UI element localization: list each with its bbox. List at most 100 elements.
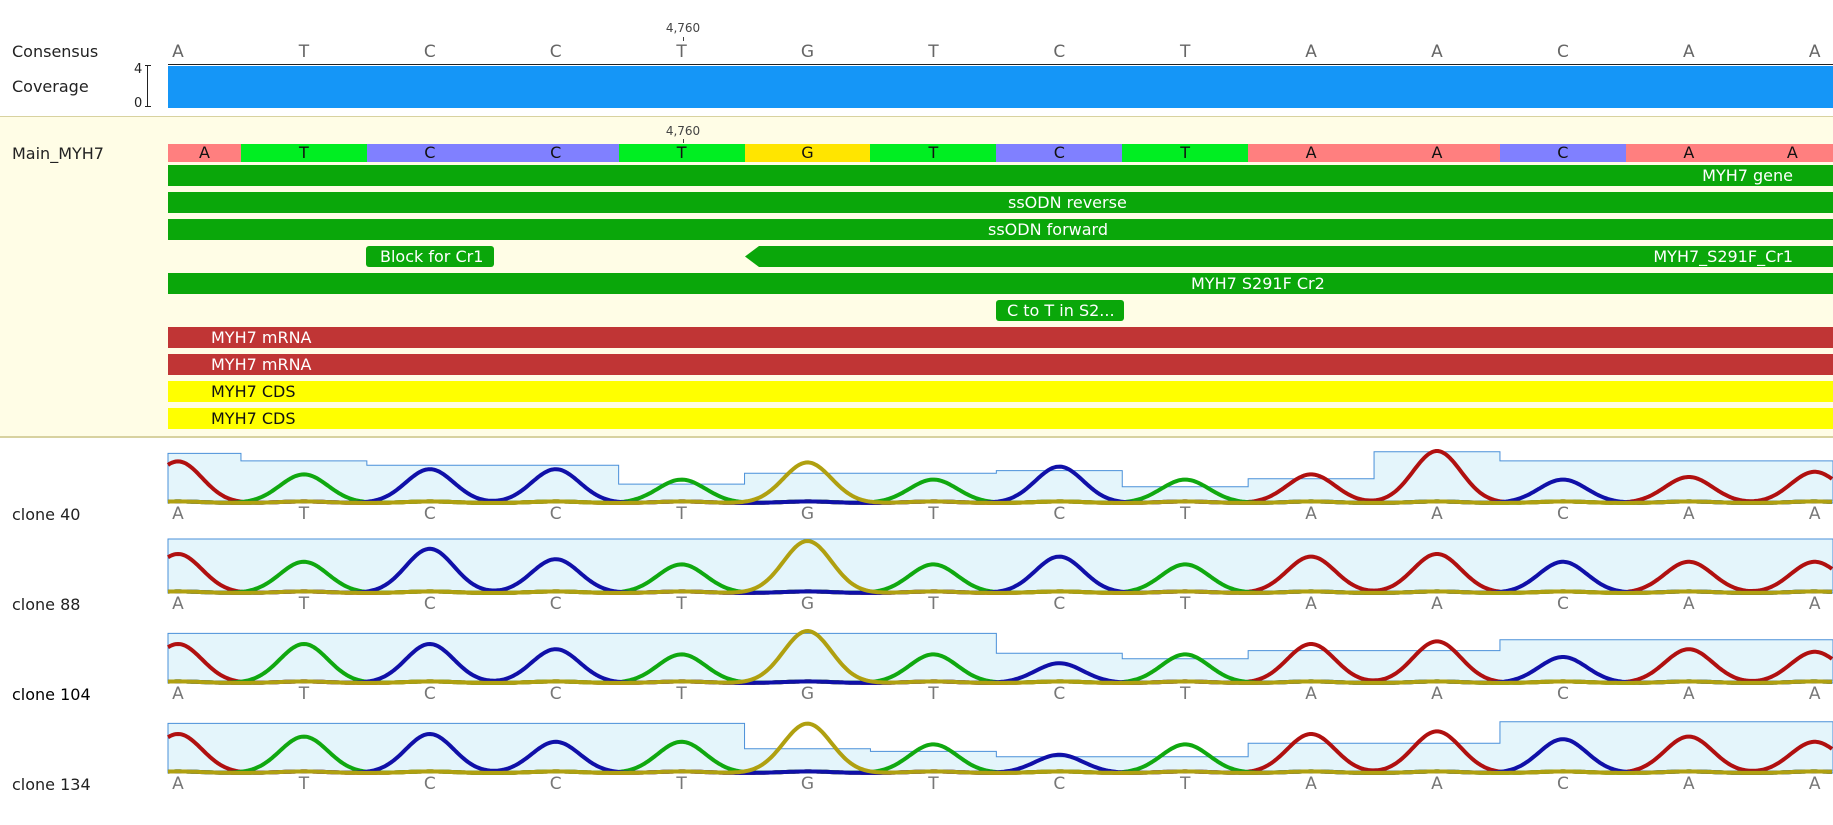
consensus-base: A (1682, 42, 1695, 62)
coverage-graph[interactable] (168, 66, 1833, 108)
trace-base-call: C (1053, 594, 1066, 614)
sequence-ruler-tick (683, 139, 684, 143)
trace-base-call: C (423, 594, 436, 614)
annotation-myh7-mrna-1[interactable]: MYH7 mRNA (168, 327, 1833, 348)
trace-base-call: A (1682, 684, 1695, 704)
coverage-min-label: 0 (134, 96, 143, 111)
sequence-base[interactable]: C (996, 144, 1123, 162)
quality-profile (167, 538, 1833, 594)
trace-base-call: A (1808, 504, 1821, 524)
trace-base-call: T (298, 774, 310, 794)
trace-base-call: T (928, 774, 939, 794)
trace-base-call: T (928, 594, 939, 614)
annotation-myh7-gene[interactable]: MYH7 gene (168, 165, 1833, 186)
trace-channel-g (167, 539, 1833, 595)
trace-base-call: G (800, 684, 815, 704)
trace-base-call: A (1305, 774, 1317, 794)
sequence-base[interactable]: T (870, 144, 997, 162)
trace-base-call: T (676, 684, 687, 704)
trace-base-call: A (1808, 774, 1821, 794)
annotation-label: MYH7 mRNA (211, 328, 312, 347)
annotation-myh7-mrna-2[interactable]: MYH7 mRNA (168, 354, 1833, 375)
trace-base-call: G (800, 504, 815, 524)
coverage-scale-top-tick (145, 65, 151, 66)
trace-base-call: T (298, 504, 310, 524)
consensus-ruler-number: 4,760 (665, 21, 701, 35)
consensus-base: A (172, 42, 184, 62)
annotation-label: MYH7 CDS (211, 409, 296, 428)
trace-label-clone-40: clone 40 (12, 505, 81, 524)
consensus-base: A (1305, 42, 1317, 62)
annotation-label: ssODN reverse (1008, 193, 1127, 212)
consensus-base: C (423, 42, 436, 62)
coverage-scale-bar (147, 65, 148, 107)
sequence-base[interactable]: T (1122, 144, 1249, 162)
quality-profile (167, 721, 1833, 774)
annotation-myh7-s291f-cr2[interactable]: MYH7 S291F Cr2 (168, 273, 1833, 294)
trace-base-call: A (1305, 684, 1317, 704)
trace-base-call: C (549, 684, 562, 704)
annotation-label: ssODN forward (988, 220, 1108, 239)
trace-base-call: G (800, 594, 815, 614)
trace-base-call: C (423, 684, 436, 704)
annotation-c-to-t[interactable]: C to T in S2... (996, 300, 1124, 321)
annotation-label: MYH7 mRNA (211, 355, 312, 374)
trace-base-call: T (928, 504, 939, 524)
trace-channel-g (167, 629, 1833, 685)
consensus-label: Consensus (12, 42, 99, 61)
sequence-base[interactable]: A (168, 144, 241, 162)
sequence-base[interactable]: C (366, 144, 493, 162)
annotation-myh7-cds-1[interactable]: MYH7 CDS (168, 381, 1833, 402)
trace-label-clone-104: clone 104 (12, 685, 91, 704)
trace-label-clone-134: clone 134 (12, 775, 91, 794)
trace-base-call: A (1305, 504, 1317, 524)
consensus-base: C (1053, 42, 1066, 62)
consensus-base: T (928, 42, 939, 62)
consensus-underline (168, 64, 1833, 65)
annotation-ssodn-reverse[interactable]: ssODN reverse (168, 192, 1833, 213)
trace-base-call: T (298, 684, 310, 704)
trace-base-call: A (1305, 594, 1317, 614)
sequence-base[interactable]: T (240, 144, 367, 162)
consensus-base: A (1431, 42, 1443, 62)
consensus-base: T (676, 42, 687, 62)
trace-base-call: A (1682, 594, 1695, 614)
annotation-ssodn-forward[interactable]: ssODN forward (168, 219, 1833, 240)
consensus-base: C (549, 42, 562, 62)
sequence-name-label: Main_MYH7 (12, 144, 104, 163)
trace-base-call: A (1682, 774, 1695, 794)
quality-profile (167, 632, 1833, 684)
consensus-base: T (298, 42, 310, 62)
sequence-base[interactable]: A (1248, 144, 1375, 162)
sequence-base[interactable]: C (1499, 144, 1626, 162)
trace-channel-g (167, 721, 1833, 775)
sequence-base[interactable]: G (744, 144, 871, 162)
sequence-base[interactable]: C (492, 144, 619, 162)
trace-base-call: A (1808, 684, 1821, 704)
annotation-label: MYH7 S291F Cr2 (1191, 274, 1325, 293)
trace-base-call: C (423, 774, 436, 794)
annotation-block-for-cr1[interactable]: Block for Cr1 (366, 246, 494, 267)
sequence-base[interactable]: T (618, 144, 745, 162)
trace-base-call: T (1179, 684, 1191, 704)
trace-base-call: T (676, 594, 687, 614)
trace-base-call: C (1053, 684, 1066, 704)
sequence-base[interactable]: A (1751, 144, 1833, 162)
annotation-label: MYH7 CDS (211, 382, 296, 401)
trace-base-call: T (676, 504, 687, 524)
annotation-myh7-s291f-cr1[interactable]: MYH7_S291F_Cr1 (745, 246, 1833, 267)
annotation-myh7-cds-2[interactable]: MYH7 CDS (168, 408, 1833, 429)
sequence-base[interactable]: A (1625, 144, 1752, 162)
trace-base-call: A (1431, 594, 1443, 614)
consensus-base: A (1808, 42, 1821, 62)
trace-base-call: C (1053, 504, 1066, 524)
trace-base-call: T (1179, 594, 1191, 614)
consensus-base: G (800, 42, 815, 62)
trace-base-call: A (172, 774, 184, 794)
coverage-max-label: 4 (134, 62, 143, 77)
sequence-base[interactable]: A (1374, 144, 1500, 162)
consensus-base: T (1179, 42, 1191, 62)
annotation-label: Block for Cr1 (380, 247, 484, 266)
trace-base-call: A (172, 684, 184, 704)
